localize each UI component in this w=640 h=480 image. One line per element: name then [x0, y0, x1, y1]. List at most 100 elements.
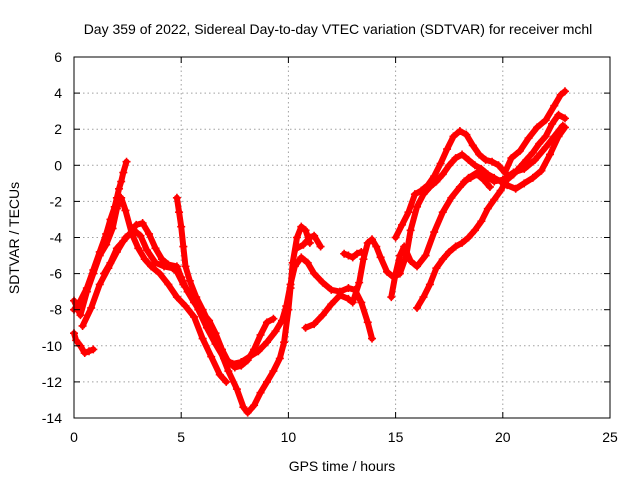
- data-point: [269, 314, 278, 323]
- data-point: [222, 377, 231, 386]
- series-pass-11: [392, 88, 568, 241]
- data-point: [190, 312, 199, 321]
- data-point: [284, 305, 293, 314]
- data-point: [449, 132, 458, 141]
- data-point: [327, 285, 336, 294]
- data-point: [541, 116, 550, 125]
- data-point: [511, 184, 520, 193]
- data-point: [303, 258, 312, 267]
- data-point: [430, 172, 439, 181]
- data-point: [76, 296, 85, 305]
- data-point: [470, 226, 479, 235]
- data-point: [357, 298, 366, 307]
- data-point: [106, 258, 115, 267]
- data-point: [299, 240, 308, 249]
- data-point: [119, 237, 128, 246]
- data-point: [466, 173, 475, 182]
- data-point: [545, 150, 554, 159]
- data-point: [183, 287, 192, 296]
- data-point: [292, 244, 301, 253]
- data-point: [548, 119, 557, 128]
- x-tick-label: 25: [602, 429, 618, 445]
- data-point: [316, 242, 325, 251]
- data-point: [458, 150, 467, 159]
- data-point: [134, 244, 143, 253]
- data-point: [335, 291, 344, 300]
- data-point: [455, 127, 464, 136]
- data-point: [177, 273, 186, 282]
- data-point: [207, 323, 216, 332]
- data-point: [425, 280, 434, 289]
- data-point: [344, 294, 353, 303]
- data-point: [451, 242, 460, 251]
- data-point: [237, 361, 246, 370]
- data-point: [533, 123, 542, 132]
- data-point: [417, 186, 426, 195]
- data-point: [85, 347, 94, 356]
- data-point: [172, 193, 181, 202]
- data-point: [348, 298, 357, 307]
- data-point: [363, 318, 372, 327]
- y-tick-label: -12: [42, 374, 62, 390]
- x-tick-label: 10: [281, 429, 297, 445]
- data-point: [142, 246, 151, 255]
- data-point: [475, 150, 484, 159]
- data-point: [368, 334, 377, 343]
- data-point: [76, 311, 85, 320]
- data-point: [318, 278, 327, 287]
- data-point: [138, 219, 147, 228]
- data-point: [224, 367, 233, 376]
- data-point: [391, 269, 400, 278]
- data-point: [460, 177, 469, 186]
- data-point: [215, 370, 224, 379]
- data-point: [297, 253, 306, 262]
- x-tick-label: 5: [177, 429, 185, 445]
- data-point: [477, 217, 486, 226]
- data-point: [522, 155, 531, 164]
- x-axis-label: GPS time / hours: [289, 458, 396, 474]
- data-point: [387, 293, 396, 302]
- data-point: [473, 170, 482, 179]
- data-point: [530, 155, 539, 164]
- data-point: [494, 161, 503, 170]
- data-point: [119, 168, 128, 177]
- data-point: [292, 233, 301, 242]
- data-point: [436, 159, 445, 168]
- data-point: [243, 408, 252, 417]
- data-point: [490, 177, 499, 186]
- data-point: [515, 146, 524, 155]
- data-point: [177, 222, 186, 231]
- data-point: [192, 293, 201, 302]
- series-pass-12: [414, 111, 568, 311]
- data-point: [121, 206, 130, 215]
- data-point: [140, 255, 149, 264]
- data-point: [359, 255, 368, 264]
- data-point: [515, 163, 524, 172]
- data-point: [72, 336, 81, 345]
- data-point: [410, 190, 419, 199]
- data-point: [556, 90, 565, 99]
- data-point: [507, 154, 516, 163]
- x-tick-label: 15: [388, 429, 404, 445]
- data-point: [262, 318, 271, 327]
- data-point: [524, 134, 533, 143]
- axis-ticks: 0 5 10 15 20 25 -14 -12 -10 -8 -6 -4 -2 0 2 4 6: [42, 49, 618, 445]
- data-point: [207, 352, 216, 361]
- data-point: [275, 354, 284, 363]
- data-point: [327, 300, 336, 309]
- data-point: [357, 247, 366, 256]
- data-point: [554, 110, 563, 119]
- data-point: [458, 238, 467, 247]
- data-point: [560, 114, 569, 123]
- data-point: [151, 244, 160, 253]
- data-point: [550, 101, 559, 110]
- data-point: [89, 345, 98, 354]
- data-point: [344, 284, 353, 293]
- data-point: [520, 179, 529, 188]
- data-point: [404, 208, 413, 217]
- data-point: [419, 293, 428, 302]
- data-point: [147, 262, 156, 271]
- data-point: [132, 220, 141, 229]
- data-point: [481, 155, 490, 164]
- data-point: [550, 132, 559, 141]
